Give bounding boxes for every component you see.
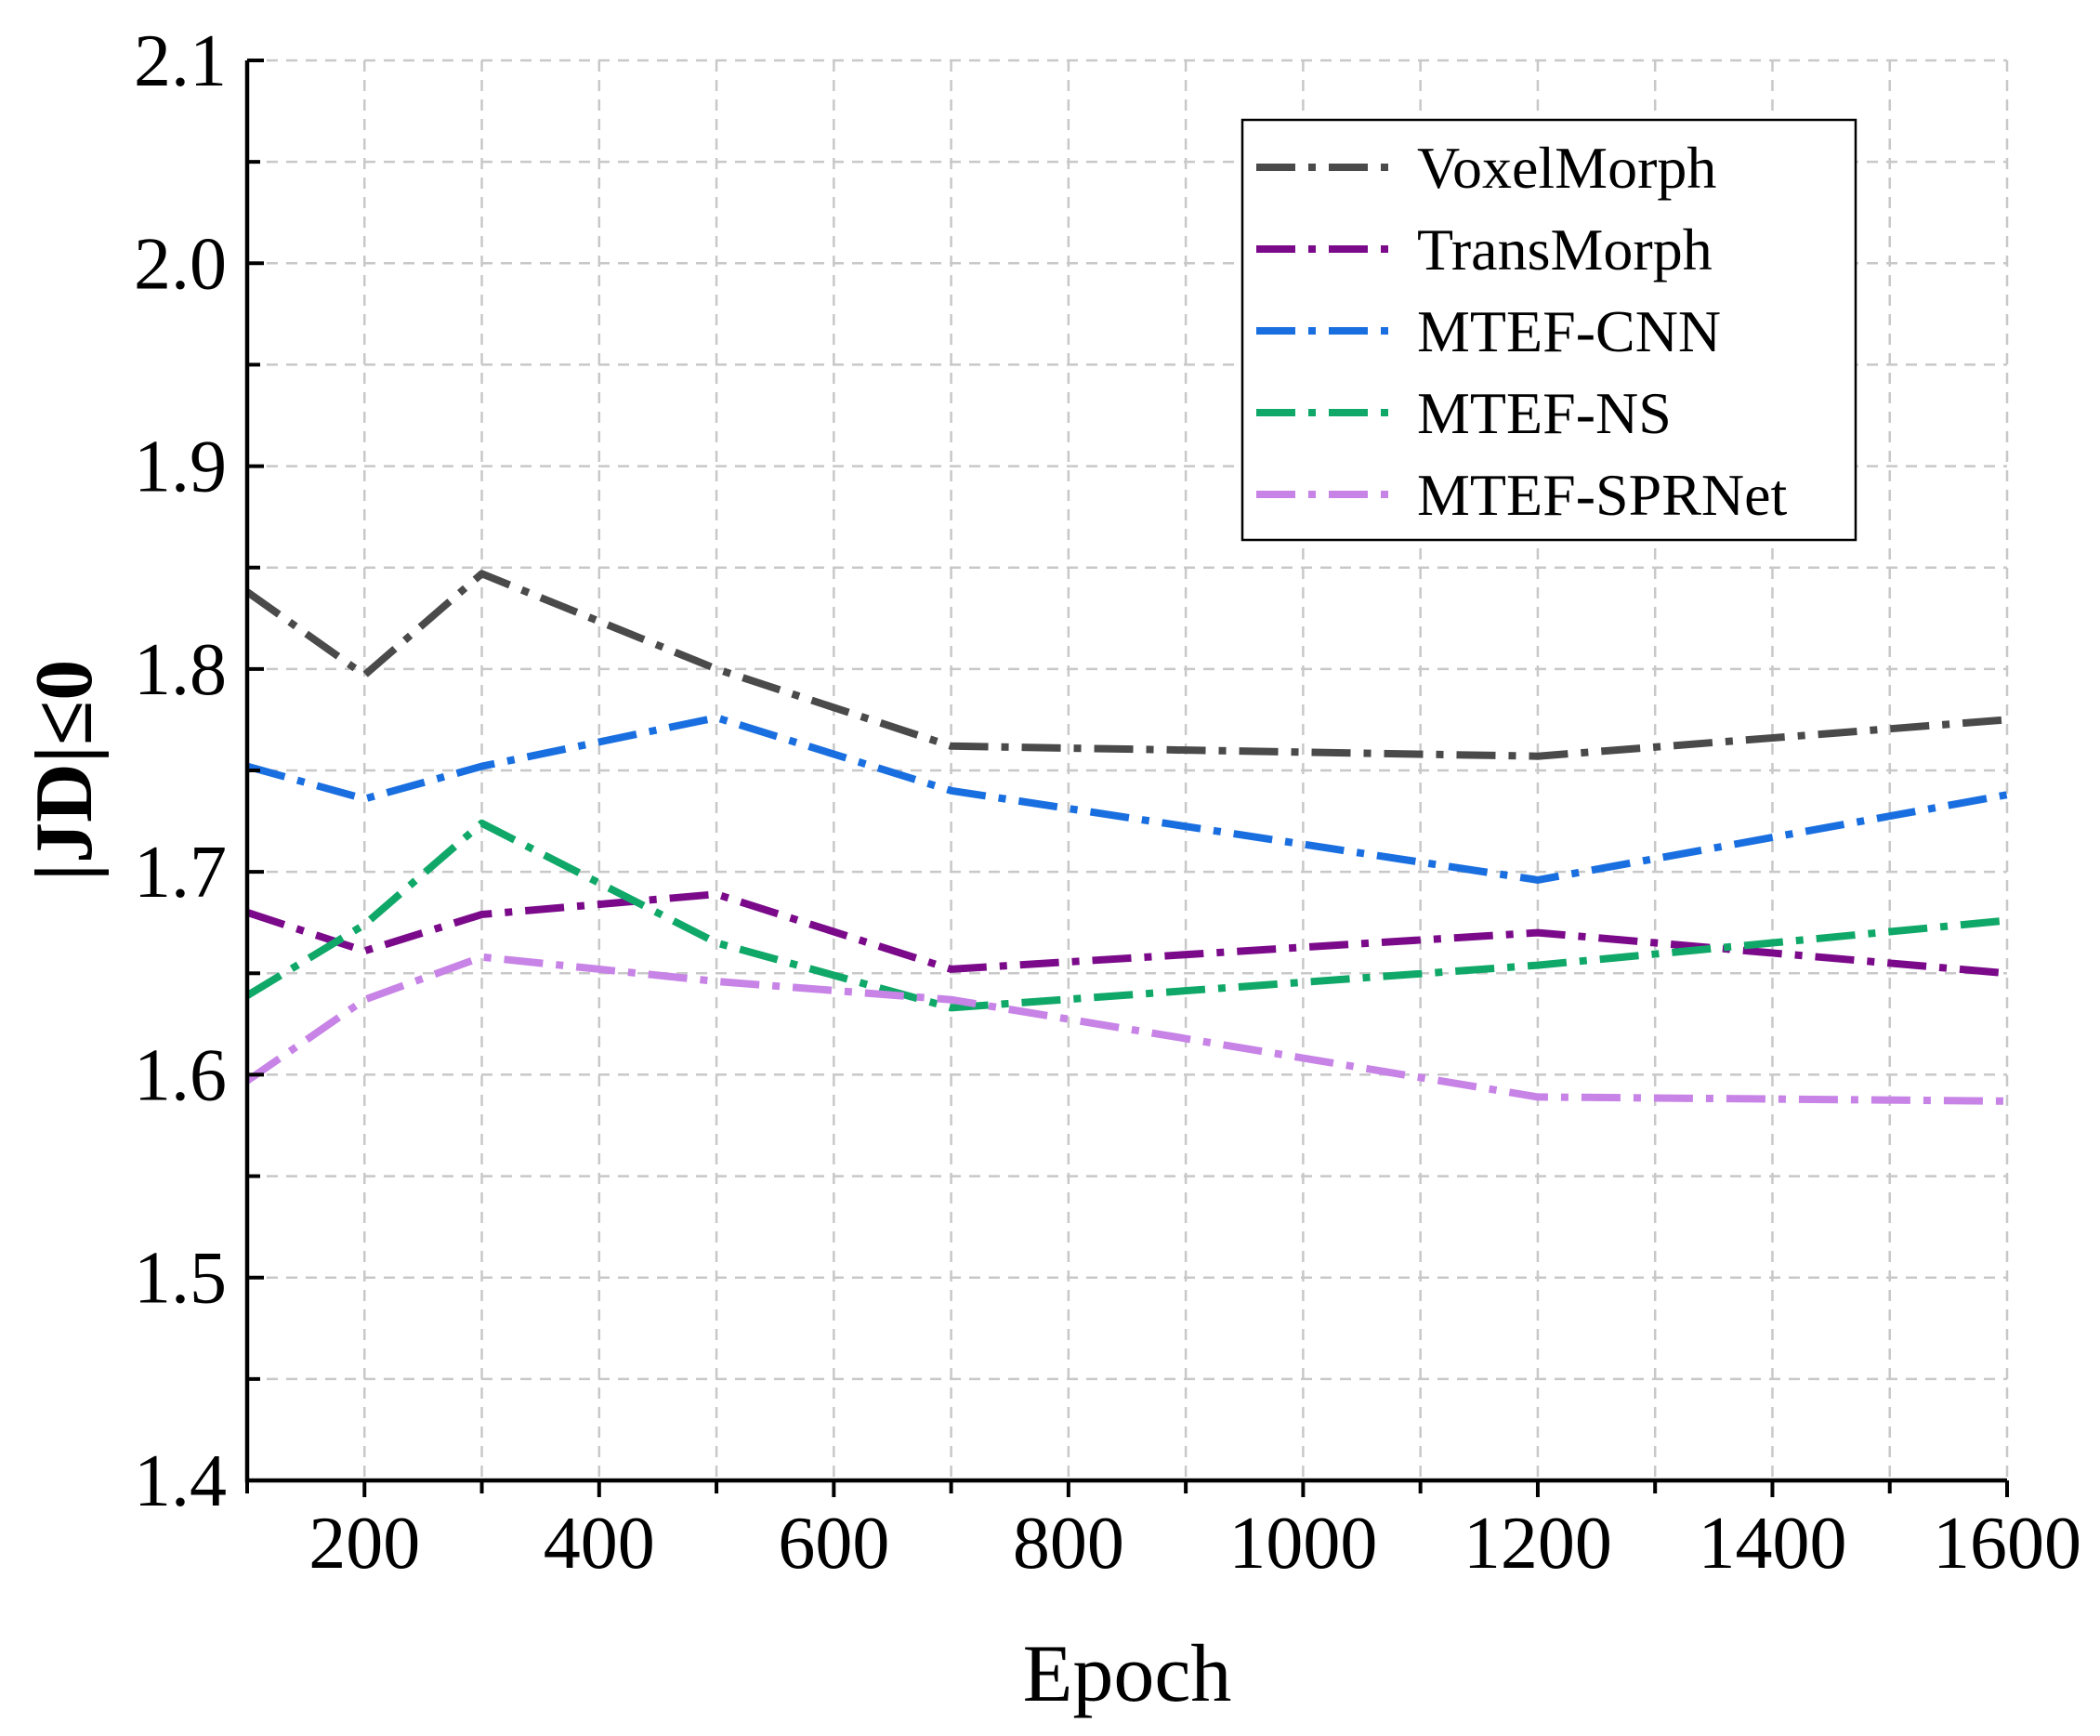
x-tick-label: 200 bbox=[308, 1503, 420, 1585]
legend-label: MTEF-NS bbox=[1417, 380, 1672, 446]
y-axis-ticks: 1.4 1.5 1.6 1.7 1.8 1.9 2.0 2.1 bbox=[134, 20, 264, 1522]
legend-label: MTEF-SPRNet bbox=[1417, 462, 1788, 528]
legend-label: MTEF-CNN bbox=[1417, 298, 1721, 364]
x-tick-label: 1600 bbox=[1933, 1503, 2081, 1585]
series-line-transmorph bbox=[245, 890, 2008, 978]
y-tick-label: 1.9 bbox=[134, 427, 227, 508]
y-tick-label: 1.5 bbox=[134, 1238, 227, 1320]
y-tick-label: 1.8 bbox=[134, 629, 227, 711]
x-tick-label: 400 bbox=[544, 1503, 655, 1585]
x-tick-label: 1400 bbox=[1698, 1503, 1846, 1585]
x-tick-label: 1000 bbox=[1228, 1503, 1377, 1585]
series-line-mtef-sprnet bbox=[244, 953, 2008, 1105]
legend-label: VoxelMorph bbox=[1417, 135, 1716, 201]
legend-label: TransMorph bbox=[1417, 217, 1713, 283]
x-axis-title: Epoch bbox=[1023, 1629, 1232, 1719]
series-line-mtef-cnn bbox=[245, 714, 2008, 884]
series-line-voxelmorph bbox=[244, 570, 2008, 760]
legend: VoxelMorph TransMorph MTEF-CNN MTEF-NS MTEF-… bbox=[1240, 118, 1857, 542]
y-axis-title: |JD|≤0 bbox=[20, 660, 110, 882]
y-tick-label: 2.0 bbox=[134, 223, 227, 305]
y-tick-label: 1.6 bbox=[134, 1034, 227, 1116]
series-lines bbox=[244, 570, 2008, 1105]
x-tick-label: 600 bbox=[778, 1503, 889, 1585]
x-tick-label: 800 bbox=[1013, 1503, 1124, 1585]
y-tick-label: 1.4 bbox=[134, 1440, 227, 1522]
x-tick-label: 1200 bbox=[1463, 1503, 1612, 1585]
x-axis-ticks: 200 400 600 800 1000 1200 1400 1600 bbox=[245, 1480, 2081, 1585]
y-tick-label: 1.7 bbox=[134, 832, 227, 914]
y-tick-label: 2.1 bbox=[134, 20, 227, 102]
series-line-mtef-ns bbox=[244, 819, 2008, 1012]
